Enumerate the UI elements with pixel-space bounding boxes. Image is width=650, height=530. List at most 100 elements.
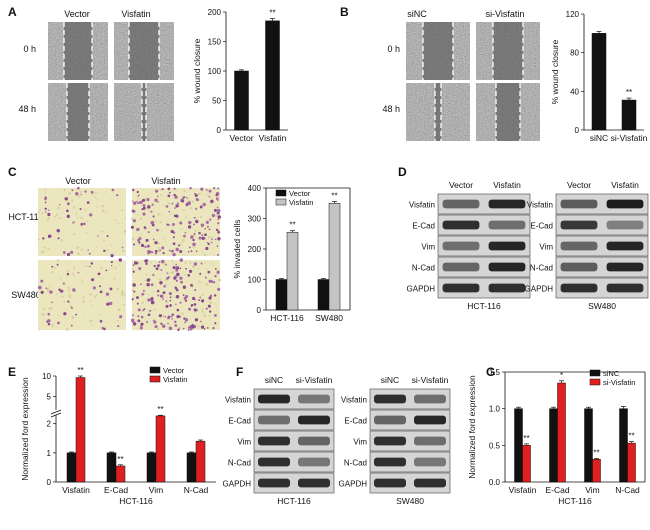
blot-band [298,415,330,425]
cell-line-label: HCT-116 [277,496,311,506]
x-tick-label: E-Cad [104,485,128,495]
blot-d-1-0 [555,193,649,215]
row-label: HCT-116 [8,212,43,222]
y-tick-label: 100 [208,67,222,76]
bar [106,452,117,483]
blot-band [414,394,446,404]
x-axis-label: HCT-116 [558,496,592,506]
panel-label-e: E [8,365,16,379]
blot-f-0-4 [253,472,335,494]
blot-f-1-0 [369,388,451,410]
y-tick-label: 0 [575,126,580,135]
axis-break-mark [50,412,62,418]
bar [66,452,77,483]
significance-mark: ** [269,8,275,17]
significance-mark: ** [523,434,529,443]
bar [195,440,206,483]
protein-label: E-Cad [412,222,435,231]
y-tick-label: 0 [217,126,222,135]
y-tick-label: 400 [248,184,262,193]
blot-band [414,457,446,467]
blot-band [606,241,644,251]
blot-band [606,199,644,209]
y-tick-label: 200 [208,8,222,17]
protein-label: N-Cad [412,264,435,273]
blot-d-0-2 [437,235,531,257]
invasion-image-visfatin-hct116 [130,186,222,257]
x-tick-label: E-Cad [545,485,569,495]
blot-d-1-4 [555,277,649,299]
y-tick-label: 50 [212,97,221,106]
blot-band [560,220,598,230]
y-tick-label: 150 [208,38,222,47]
blot-band [258,394,290,404]
blot-band [606,220,644,230]
legend-swatch [589,369,601,377]
significance-mark: * [560,371,563,380]
legend-label: Visfatin [163,375,187,384]
x-tick-label: si-Visfatin [611,133,648,143]
blot-d-1-2 [555,235,649,257]
legend-swatch [275,198,287,206]
x-tick-label: Vim [585,485,600,495]
protein-label: Visfatin [225,396,251,405]
legend-label: Visfatin [289,198,313,207]
y-tick-label: 0 [257,306,262,315]
blot-d-1-1 [555,214,649,236]
blot-d-1-3 [555,256,649,278]
blot-band [606,262,644,272]
bar [514,408,523,483]
blot-band [258,415,290,425]
significance-mark: ** [117,455,123,464]
y-axis-label: Normalized ford expression [20,377,30,481]
panel-label-f: F [236,365,243,379]
lane-label: si-Visfatin [412,375,449,385]
protein-label: Visfatin [409,201,435,210]
significance-mark: ** [331,191,337,200]
row-label: SW480 [11,290,41,300]
y-tick-label: 80 [570,49,579,58]
chart-c: 0 100 200 300 400 % invaded cells ** HCT-116 ** S… [232,184,351,323]
blot-band [374,436,406,446]
chart-b: 0 40 80 120 % wound closure siNC ** si-Visfatin [550,10,648,143]
blot-band [258,478,290,488]
lane-label: Vector [449,180,473,190]
lane-label: Vector [567,180,591,190]
protein-label: GAPDH [223,480,252,489]
protein-label: Visfatin [341,396,367,405]
protein-label: Vim [237,438,251,447]
blot-f-1-3 [369,451,451,473]
panel-label-b: B [340,5,349,19]
protein-label: E-Cad [344,417,367,426]
blot-band [298,394,330,404]
blot-band [298,436,330,446]
wound-image-vector-48h [48,83,108,141]
legend-swatch [149,366,161,374]
bar [619,408,628,483]
blot-band [442,199,480,209]
protein-label: N-Cad [228,459,251,468]
blot-band [298,478,330,488]
axis-break [50,410,62,415]
row-label: 0 h [23,44,36,54]
wound-image-vector-0h [48,22,108,80]
blot-band [374,415,406,425]
legend-label: Vector [163,366,185,375]
protein-label: N-Cad [530,264,553,273]
significance-mark: ** [77,366,83,375]
bar [317,279,330,311]
y-tick-label: 0.5 [489,441,501,450]
x-tick-label: Visfatin [259,133,287,143]
bar [186,452,197,483]
wound-image-si-visfatin-0h [476,22,540,80]
blot-band [298,457,330,467]
column-label: Visfatin [151,176,180,186]
blot-band [488,262,526,272]
legend-swatch [149,375,161,383]
lane-label: siNC [265,375,283,385]
bar [557,382,566,483]
blot-band [414,478,446,488]
blot-band [488,283,526,293]
